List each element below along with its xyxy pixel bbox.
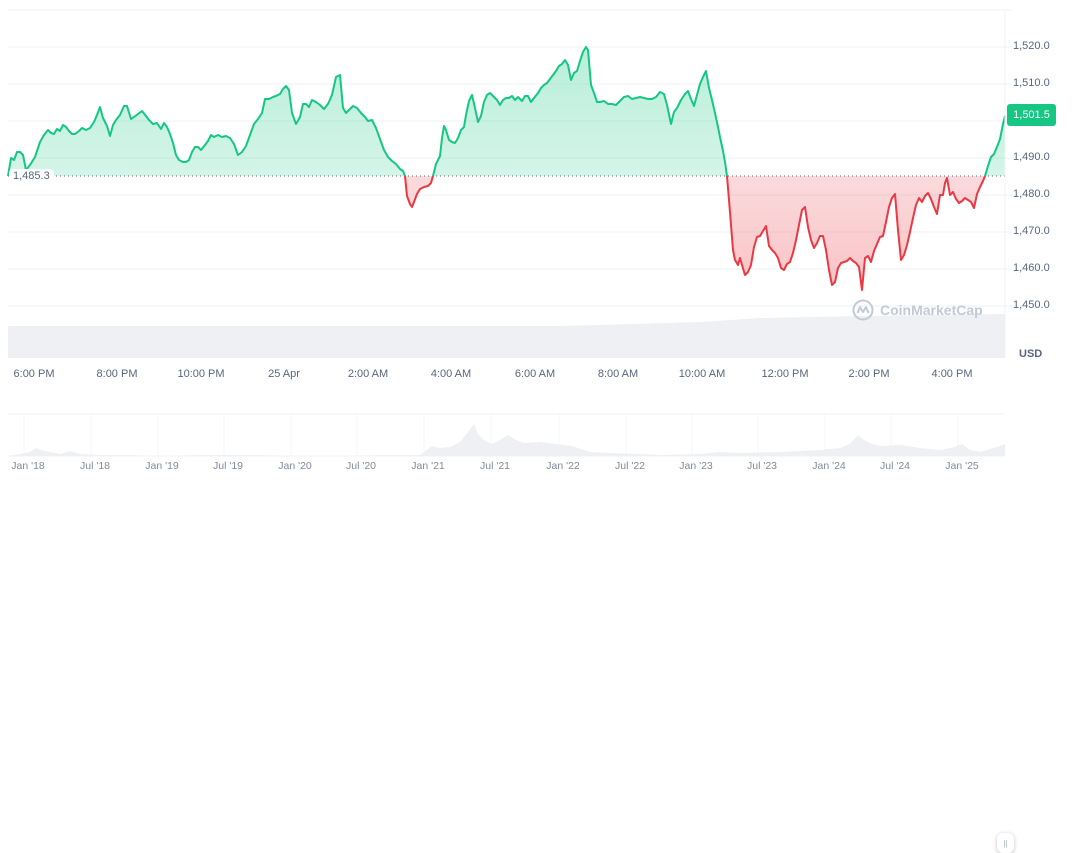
current-price-badge: 1,501.5 [1007,104,1056,126]
x-axis-label: 4:00 PM [931,368,973,380]
price-area-up [8,47,1005,176]
x-axis-label: 12:00 PM [761,368,809,380]
navigator-area [8,424,1005,456]
navigator-date-label: Jan '20 [278,460,312,472]
navigator-date-label: Jul '20 [345,460,377,472]
navigator-date-label: Jan '22 [546,460,580,472]
coinmarketcap-logo-icon [852,299,874,321]
navigator-date-label: Jul '24 [879,460,911,472]
x-axis-label: 6:00 AM [514,368,556,380]
navigator-date-label: Jul '23 [746,460,778,472]
x-axis-label: 6:00 PM [13,368,55,380]
y-axis-label: 1,520.0 [1013,40,1050,52]
navigator-date-label: Jan '24 [812,460,846,472]
y-axis-label: 1,460.0 [1013,262,1050,274]
x-axis-label: 4:00 AM [430,368,472,380]
x-axis-label: 25 Apr [268,368,300,380]
navigator-date-label: Jul '21 [479,460,511,472]
price-chart[interactable]: 1,520.01,510.01,500.01,490.01,480.01,470… [0,0,1072,400]
navigator-date-label: Jan '18 [11,460,45,472]
volume-area [8,326,1005,358]
x-axis-label: 10:00 PM [177,368,225,380]
baseline-price-label: 1,485.3 [9,169,54,183]
y-axis-label: 1,510.0 [1013,77,1050,89]
x-axis-label: 10:00 AM [678,368,726,380]
navigator-date-label: Jan '21 [411,460,445,472]
navigator-date-label: Jul '19 [212,460,244,472]
volume-area-top [8,314,1005,330]
navigator-date-label: Jul '18 [79,460,111,472]
price-chart-plot[interactable] [0,0,1072,400]
price-line-down [8,176,987,291]
navigator-range-handle[interactable]: || [997,833,1014,853]
x-axis-label: 8:00 PM [96,368,138,380]
y-axis-label: 1,450.0 [1013,299,1050,311]
y-axis-label: 1,490.0 [1013,151,1050,163]
y-axis-label: 1,480.0 [1013,188,1050,200]
drag-handle-icon: || [1003,838,1008,848]
navigator-plot[interactable] [0,410,1072,477]
watermark-text: CoinMarketCap [880,302,983,318]
navigator-date-label: Jul '22 [614,460,646,472]
watermark: CoinMarketCap [852,299,983,321]
x-axis-label: 2:00 PM [848,368,890,380]
currency-label: USD [1019,348,1043,360]
navigator-date-label: Jan '19 [145,460,179,472]
price-line-up [7,46,1006,176]
x-axis-label: 2:00 AM [347,368,389,380]
navigator-date-label: Jan '25 [945,460,979,472]
navigator-date-label: Jan '23 [679,460,713,472]
price-area-down [8,176,1005,290]
x-axis-label: 8:00 AM [597,368,639,380]
y-axis-label: 1,470.0 [1013,225,1050,237]
